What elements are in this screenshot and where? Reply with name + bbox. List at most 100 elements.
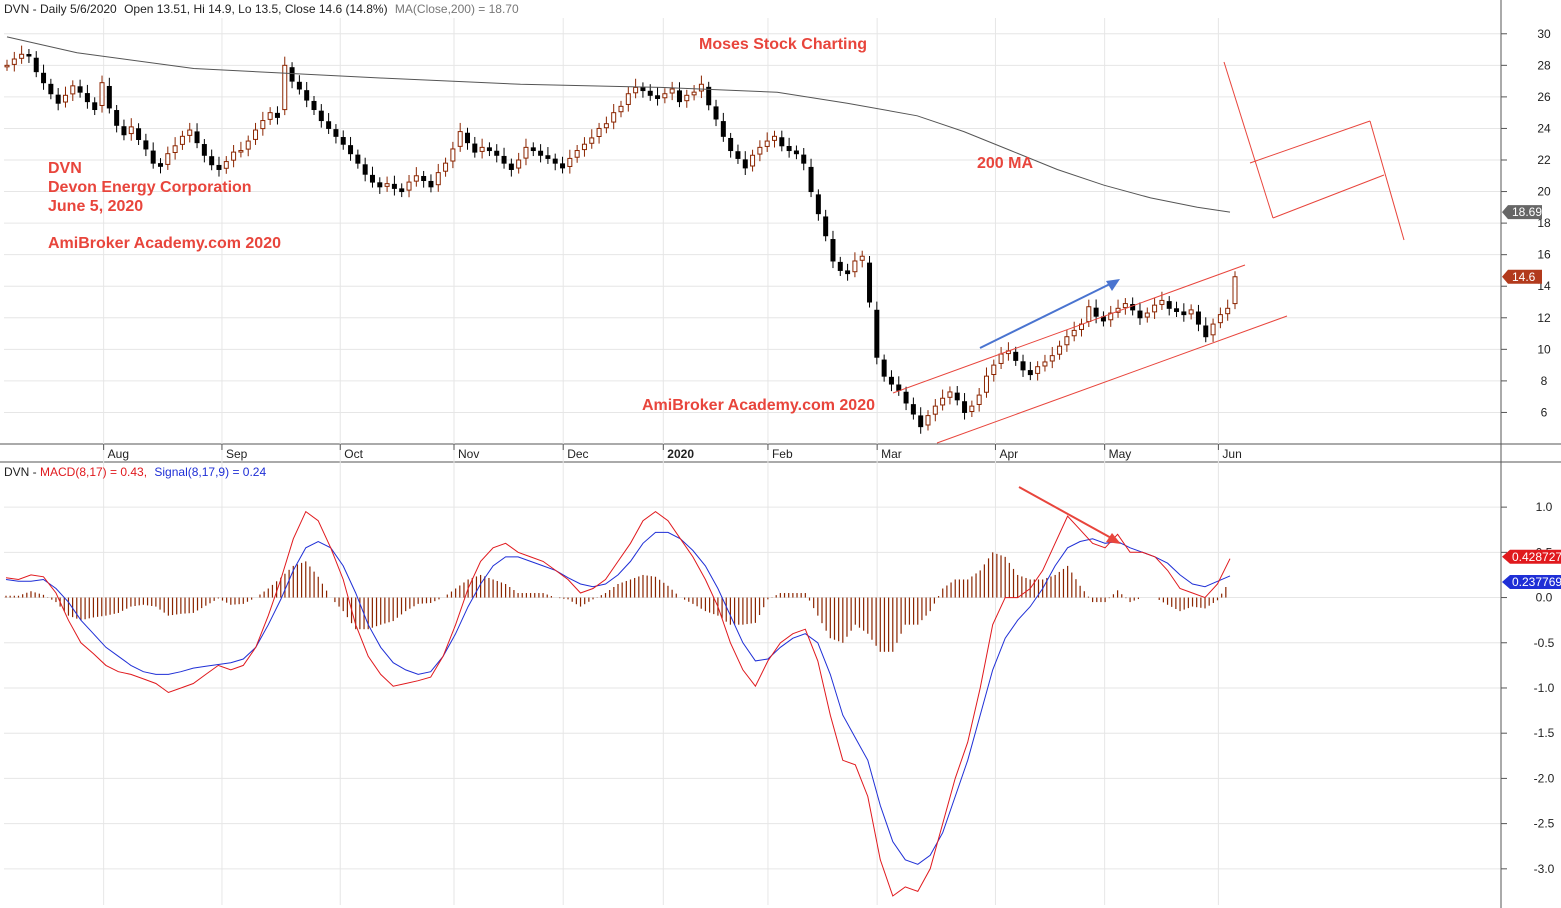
y-tick-label: 16 [1537, 248, 1551, 262]
flag-line [1249, 120, 1371, 164]
x-tick-label: May [1109, 447, 1132, 461]
value-badge [1502, 205, 1542, 220]
candle-body [1042, 361, 1048, 367]
company-symbol: DVN [48, 160, 82, 177]
academy-left: AmiBroker Academy.com 2020 [48, 235, 281, 252]
value-badge-label: 18.6966 [1512, 205, 1556, 219]
candle-body [4, 64, 10, 68]
y-tick-label: 18 [1537, 216, 1551, 230]
candle-body [377, 182, 383, 188]
candle-body [903, 391, 909, 404]
candle-body [720, 121, 726, 137]
candle-body [742, 159, 748, 169]
candle-body [201, 144, 207, 156]
candle-body [881, 359, 887, 377]
candle-body [1122, 303, 1128, 309]
candle-body [713, 106, 719, 120]
candle-body [465, 132, 470, 144]
candle-body [77, 86, 83, 93]
candle-body [508, 163, 514, 170]
candle-body [523, 146, 529, 159]
candle-body [128, 126, 134, 135]
candle-body [1195, 311, 1201, 325]
candle-body [1064, 336, 1070, 346]
candle-body [1232, 276, 1238, 305]
candle-body [1057, 345, 1063, 355]
y-tick-label: 0.0 [1536, 591, 1553, 605]
candle-body [391, 183, 397, 189]
x-tick-label: Jun [1222, 447, 1241, 461]
candle-body [830, 239, 836, 262]
candle-body [910, 404, 916, 415]
candle-body [384, 183, 390, 187]
candle-body [706, 86, 712, 106]
value-badge-label: 14.6 [1512, 270, 1536, 284]
candle-body [662, 93, 668, 99]
candle-body [837, 261, 843, 271]
candle-body [757, 146, 763, 155]
candle-body [1166, 301, 1172, 309]
candle-body [574, 150, 580, 158]
y-tick-label: -2.5 [1534, 817, 1555, 831]
candle-body [1108, 312, 1114, 321]
x-tick-label: Nov [458, 447, 479, 461]
candle-body [355, 154, 361, 164]
candle-body [362, 164, 368, 175]
candle-body [253, 129, 259, 140]
candle-body [223, 161, 229, 169]
candle-body [260, 120, 266, 130]
candle-body [801, 154, 807, 164]
candle-body [143, 140, 149, 150]
candle-body [158, 163, 163, 167]
channel-lower-line [936, 315, 1288, 444]
y-tick-label: -3.0 [1534, 862, 1555, 876]
candle-body [450, 148, 456, 162]
company-date: June 5, 2020 [48, 198, 143, 215]
candle-body [530, 147, 536, 152]
candle-body [625, 93, 631, 105]
candle-body [976, 394, 982, 405]
candle-body [545, 155, 551, 159]
candle-body [815, 194, 821, 215]
candle-body [603, 123, 609, 129]
candle-body [991, 364, 997, 375]
candle-body [786, 146, 792, 152]
ma-label: 200 MA [977, 155, 1033, 172]
value-badge-label: 0.237769 [1512, 575, 1561, 589]
candle-body [340, 137, 346, 145]
x-tick-label: Mar [881, 447, 902, 461]
candle-body [640, 87, 646, 92]
candle-body [238, 150, 244, 153]
macd-panel: 0.428727 0.237769 [5, 510, 1561, 897]
price-panel: 18.6966 14.6 [4, 36, 1556, 434]
candle-body [852, 260, 858, 273]
candle-body [62, 94, 68, 103]
candle-body [194, 131, 200, 144]
candle-body [560, 163, 566, 169]
candle-body [538, 150, 544, 156]
candle-body [596, 127, 602, 137]
candle-body [669, 88, 675, 94]
candle-body [33, 57, 39, 73]
candle-body [1049, 355, 1055, 362]
candle-body [457, 131, 463, 147]
candle-body [691, 91, 697, 96]
candle-body [209, 156, 215, 166]
candle-body [1035, 366, 1041, 374]
trend-arrow [979, 282, 1113, 349]
candle-body [1071, 329, 1077, 337]
candle-body [245, 140, 251, 150]
flag-line [1369, 120, 1405, 241]
y-tick-label: 28 [1537, 58, 1551, 72]
candle-body [11, 58, 17, 65]
candle-body [1086, 306, 1092, 322]
x-tick-label: Aug [108, 447, 129, 461]
candle-body [823, 216, 829, 237]
candle-body [567, 157, 573, 167]
value-badge-label: 0.428727 [1512, 550, 1561, 564]
candle-body [589, 137, 595, 144]
x-tick-label: Feb [772, 447, 793, 461]
candle-body [114, 110, 120, 126]
candle-body [647, 90, 653, 96]
candle-body [611, 112, 617, 123]
